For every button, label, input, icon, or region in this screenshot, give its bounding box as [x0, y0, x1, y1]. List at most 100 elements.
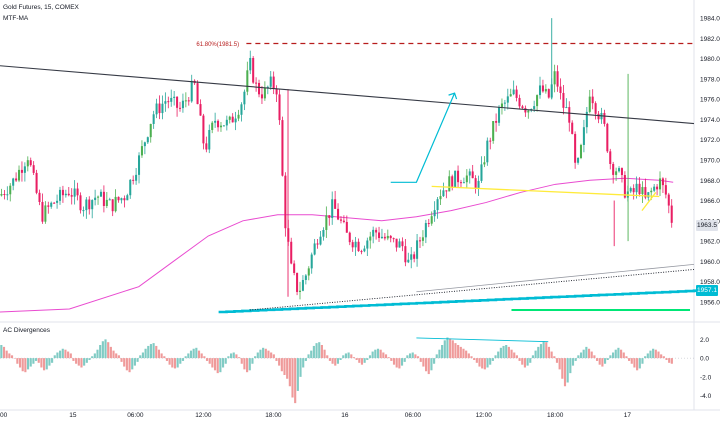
histogram-bar	[334, 358, 337, 366]
candle-body	[26, 160, 29, 167]
histogram-bar	[294, 358, 297, 404]
histogram-bar	[176, 358, 179, 368]
divergence-line	[416, 337, 549, 343]
histogram-bar	[355, 358, 358, 360]
candle-body	[158, 103, 161, 114]
candle-body	[217, 120, 220, 128]
histogram-bar	[307, 354, 310, 359]
candle-body	[29, 160, 32, 166]
histogram-bar	[553, 356, 556, 359]
candle-body	[167, 101, 170, 103]
histogram-bar	[547, 346, 551, 359]
x-tick-label: 00	[0, 412, 8, 419]
histogram-bar	[224, 358, 227, 364]
histogram-bar	[660, 354, 663, 359]
histogram-bar	[246, 358, 249, 373]
histogram-bar	[2, 346, 6, 359]
candle-body	[527, 110, 530, 113]
candle-body	[58, 189, 62, 201]
candle-body	[503, 102, 506, 104]
histogram-bar	[577, 355, 580, 359]
candle-body	[304, 275, 307, 281]
histogram-bar	[75, 358, 78, 364]
histogram-bar	[446, 337, 449, 359]
candle-body	[667, 194, 670, 206]
histogram-bar	[628, 358, 631, 361]
histogram-bar	[350, 354, 353, 359]
candle-body	[97, 196, 100, 198]
yellow-line	[431, 185, 660, 198]
candle-body	[342, 220, 345, 222]
candle-body	[623, 175, 626, 198]
candle-body	[325, 215, 328, 230]
histogram-bar	[641, 358, 644, 364]
candle-body	[202, 115, 205, 144]
histogram-bar	[545, 342, 548, 359]
histogram-bar	[395, 358, 398, 368]
candle-body	[293, 263, 296, 273]
candle-body	[612, 163, 615, 175]
candle-body	[240, 104, 243, 115]
histogram-bar	[192, 348, 195, 359]
candle-body	[32, 165, 35, 173]
candle-body	[515, 89, 518, 98]
histogram-bar	[88, 358, 91, 360]
histogram-bar	[644, 356, 647, 359]
histogram-bar	[67, 351, 70, 359]
candle-body	[533, 106, 536, 110]
histogram-bar	[515, 355, 518, 359]
indicator-label[interactable]: MTF-MA	[3, 15, 29, 22]
candle-body	[9, 185, 12, 195]
histogram-bar	[93, 353, 96, 359]
candle-body	[184, 100, 187, 102]
candle-body	[94, 197, 97, 201]
histogram-bar	[646, 353, 649, 359]
histogram-bar	[441, 345, 444, 359]
candle-body	[553, 71, 556, 85]
candle-body	[35, 172, 38, 193]
candle-body	[571, 122, 574, 134]
histogram-bar	[18, 358, 22, 368]
candle-body	[126, 195, 129, 201]
histogram-bar	[371, 351, 374, 359]
histogram-bar	[8, 353, 11, 359]
candle-body	[181, 100, 184, 109]
histogram-bar	[83, 358, 86, 366]
candle-body	[357, 241, 360, 252]
candle-body	[15, 178, 18, 181]
candle-body	[255, 82, 258, 84]
candle-body	[407, 259, 410, 263]
arrow-head	[448, 92, 458, 100]
histogram-bar	[587, 348, 591, 359]
y-tick-label: 1972.0	[700, 137, 720, 144]
histogram-bar	[59, 350, 62, 359]
candle-body	[79, 195, 82, 211]
sub-pane-title[interactable]: AC Divergences	[3, 327, 50, 334]
histogram-bar	[571, 358, 575, 366]
histogram-bar	[497, 351, 500, 359]
candle-body	[650, 190, 653, 193]
histogram-bar	[416, 356, 420, 359]
histogram-bar	[470, 356, 473, 359]
drawings-layer[interactable]: 61.80%(1981.5)	[0, 42, 702, 314]
candle-body	[457, 170, 460, 183]
histogram-bar	[96, 349, 99, 359]
candle-body	[260, 94, 263, 99]
candle-body	[445, 190, 448, 192]
symbol-title[interactable]: Gold Futures, 15, COMEX	[3, 4, 79, 11]
histogram-bar	[598, 358, 601, 365]
y-tick-label: 1984.0	[700, 16, 720, 23]
histogram-bar	[272, 354, 275, 359]
histogram-bar	[336, 358, 339, 364]
candle-body	[433, 210, 436, 217]
candle-body	[448, 176, 451, 192]
candle-body	[404, 246, 407, 263]
candle-body	[88, 199, 91, 210]
candle-body	[3, 194, 6, 196]
histogram-bar	[299, 358, 302, 377]
x-tick-label: 18:00	[547, 412, 564, 419]
histogram-bar	[80, 358, 83, 368]
histogram-bar	[366, 358, 369, 360]
